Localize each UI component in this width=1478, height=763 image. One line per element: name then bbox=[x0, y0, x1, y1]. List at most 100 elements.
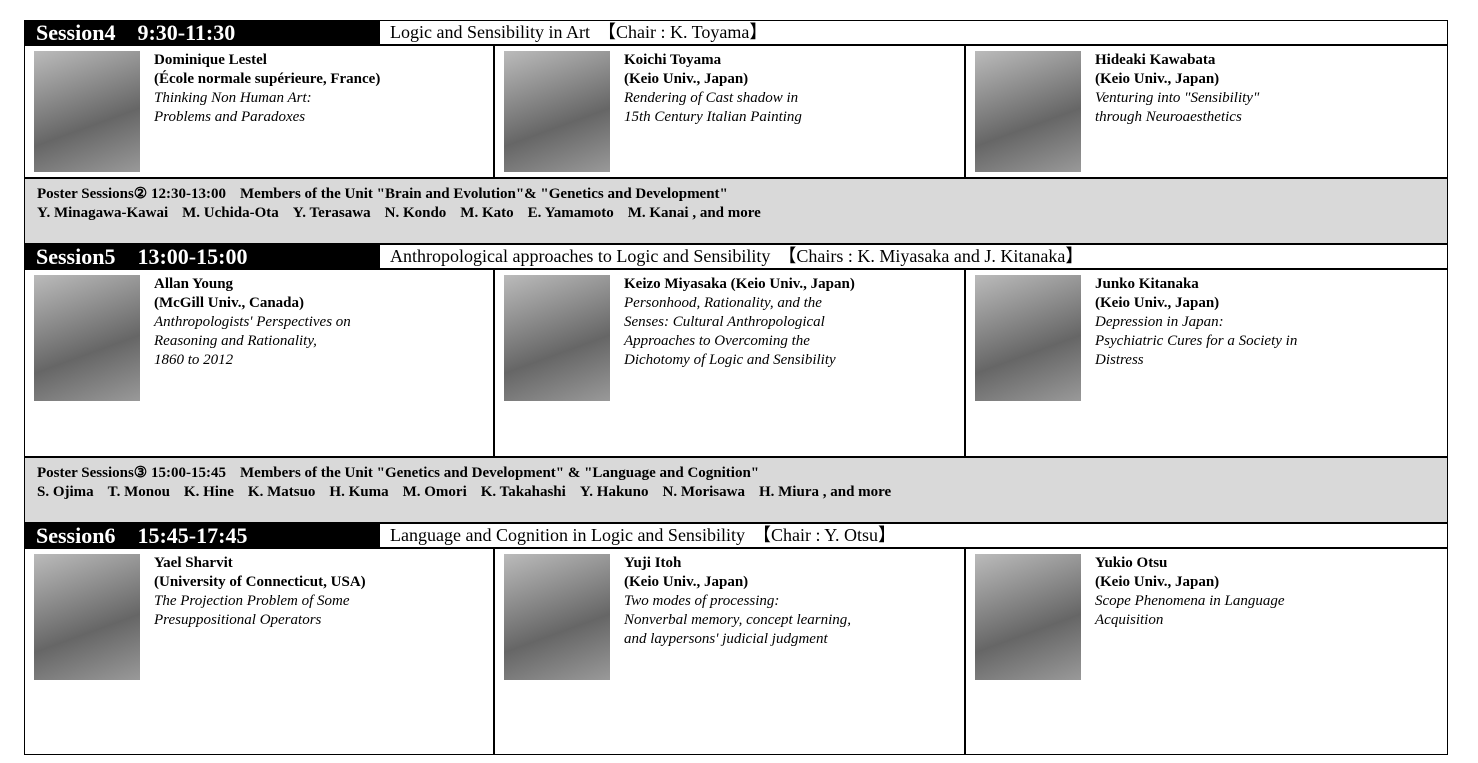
speaker-name: Yukio Otsu bbox=[1095, 555, 1168, 571]
talk-title: 1860 to 2012 bbox=[154, 352, 234, 368]
speaker-cell bbox=[494, 269, 965, 457]
speaker-cell bbox=[494, 45, 965, 178]
talk-title: through Neuroaesthetics bbox=[1095, 109, 1242, 125]
speaker-name: (University of Connecticut, USA) bbox=[154, 574, 366, 590]
talk-title: Two modes of processing: bbox=[624, 593, 780, 609]
poster-session: Poster Sessions② 12:30-13:00 Members of t… bbox=[24, 178, 1448, 244]
talk-title: Personhood, Rationality, and the bbox=[624, 295, 822, 311]
poster-line: Poster Sessions② 12:30-13:00 Members of t… bbox=[37, 185, 1447, 204]
session-chair: 【Chair : K. Toyama】 bbox=[598, 22, 768, 42]
speaker-photo bbox=[504, 275, 610, 401]
speaker-photo bbox=[504, 554, 610, 680]
session-header-border bbox=[24, 20, 1448, 45]
talk-title: Reasoning and Rationality, bbox=[154, 333, 317, 349]
speaker-name: Koichi Toyama bbox=[624, 52, 722, 68]
speaker-name: Hideaki Kawabata bbox=[1095, 52, 1216, 68]
talk-title: Anthropologists' Perspectives on bbox=[154, 314, 351, 330]
speaker-name: Junko Kitanaka bbox=[1095, 276, 1199, 292]
speaker-name: Yuji Itoh bbox=[624, 555, 682, 571]
session-title: Language and Cognition in Logic and Sens… bbox=[390, 523, 896, 548]
session-time: 15:45-17:45 bbox=[137, 523, 248, 548]
speaker-text: Yuji Itoh (Keio Univ., Japan) Two modes of… bbox=[624, 554, 851, 649]
speaker-cell bbox=[965, 45, 1448, 178]
speaker-cell bbox=[24, 45, 494, 178]
session-label: Session6 bbox=[36, 523, 116, 548]
session-header-border bbox=[24, 244, 1448, 269]
speaker-photo bbox=[34, 554, 140, 680]
poster-name: Y. Terasawa bbox=[292, 205, 371, 221]
session-chair: 【Chair : Y. Otsu】 bbox=[752, 525, 896, 545]
talk-title: Acquisition bbox=[1095, 612, 1164, 628]
talk-title: Distress bbox=[1095, 352, 1144, 368]
poster-name: S. Ojima bbox=[37, 484, 94, 500]
speaker-text: Keizo Miyasaka (Keio Univ., Japan) Person… bbox=[624, 275, 855, 370]
session-title: Logic and Sensibility in Art 【Chair : K. … bbox=[390, 20, 767, 45]
speaker-text: Hideaki Kawabata (Keio Univ., Japan) Ventu… bbox=[1095, 51, 1259, 127]
session-header: Session6 15:45-17:45 bbox=[24, 523, 380, 548]
session-time: 13:00-15:00 bbox=[137, 244, 248, 269]
session-title-text: Anthropological approaches to Logic and … bbox=[390, 246, 771, 266]
speaker-name: Yael Sharvit bbox=[154, 555, 233, 571]
poster-session: Poster Sessions③ 15:00-15:45 Members of t… bbox=[24, 457, 1448, 523]
session-title-text: Logic and Sensibility in Art bbox=[390, 22, 590, 42]
talk-title: Dichotomy of Logic and Sensibility bbox=[624, 352, 836, 368]
poster-name: Y. Hakuno bbox=[579, 484, 649, 500]
talk-title: Rendering of Cast shadow in bbox=[624, 90, 799, 106]
speaker-photo bbox=[34, 51, 140, 172]
poster-name: K. Matsuo bbox=[247, 484, 316, 500]
speaker-cell bbox=[965, 548, 1448, 755]
speaker-text: Allan Young (McGill Univ., Canada) Anthrop… bbox=[154, 275, 351, 370]
poster-name: N. Morisawa bbox=[662, 484, 745, 500]
speaker-name: Keizo Miyasaka (Keio Univ., Japan) bbox=[624, 276, 855, 292]
poster-name: K. Takahashi bbox=[480, 484, 566, 500]
talk-title: Presuppositional Operators bbox=[154, 612, 322, 628]
poster-name: M. Kanai , and more bbox=[627, 205, 761, 221]
speaker-text: Koichi Toyama (Keio Univ., Japan) Renderin… bbox=[624, 51, 802, 127]
speaker-text: Junko Kitanaka (Keio Univ., Japan) Depress… bbox=[1095, 275, 1297, 370]
talk-title: Scope Phenomena in Language bbox=[1095, 593, 1285, 609]
talk-title: Depression in Japan: bbox=[1095, 314, 1224, 330]
speaker-photo bbox=[504, 51, 610, 172]
speaker-name: (Keio Univ., Japan) bbox=[1095, 295, 1220, 311]
poster-name: H. Kuma bbox=[329, 484, 389, 500]
speaker-cell bbox=[494, 548, 965, 755]
talk-title: Venturing into "Sensibility" bbox=[1095, 90, 1260, 106]
talk-title: and laypersons' judicial judgment bbox=[624, 631, 828, 647]
poster-line: Poster Sessions③ 15:00-15:45 Members of t… bbox=[37, 464, 1447, 483]
speaker-name: (McGill Univ., Canada) bbox=[154, 295, 305, 311]
speaker-name: (École normale supérieure, France) bbox=[154, 71, 381, 87]
poster-title: Poster Sessions② 12:30-13:00 bbox=[37, 186, 226, 202]
session-header: Session4 9:30-11:30 bbox=[24, 20, 380, 45]
session-chair: 【Chairs : K. Miyasaka and J. Kitanaka】 bbox=[778, 246, 1084, 266]
speaker-photo bbox=[975, 554, 1081, 680]
session-title: Anthropological approaches to Logic and … bbox=[390, 244, 1083, 269]
talk-title: Thinking Non Human Art: bbox=[154, 90, 312, 106]
talk-title: Senses: Cultural Anthropological bbox=[624, 314, 825, 330]
session-title-text: Language and Cognition in Logic and Sens… bbox=[390, 525, 745, 545]
session-label: Session4 bbox=[36, 20, 116, 45]
speaker-text: Yael Sharvit (University of Connecticut, … bbox=[154, 554, 366, 630]
poster-names: Y. Minagawa-Kawai M. Uchida-Ota Y. Terasaw… bbox=[37, 204, 1447, 223]
speaker-name: (Keio Univ., Japan) bbox=[1095, 71, 1220, 87]
session-header-border bbox=[24, 523, 1448, 548]
talk-title: Nonverbal memory, concept learning, bbox=[624, 612, 852, 628]
poster-members: Members of the Unit "Genetics and Develo… bbox=[240, 465, 760, 481]
speaker-name: Dominique Lestel bbox=[154, 52, 267, 68]
speaker-cell bbox=[24, 548, 494, 755]
poster-name: M. Kato bbox=[460, 205, 514, 221]
speaker-text: Yukio Otsu (Keio Univ., Japan) Scope Pheno… bbox=[1095, 554, 1285, 630]
speaker-photo bbox=[34, 275, 140, 401]
poster-name: T. Monou bbox=[107, 484, 170, 500]
session-label: Session5 bbox=[36, 244, 116, 269]
talk-title: Psychiatric Cures for a Society in bbox=[1095, 333, 1298, 349]
speaker-name: (Keio Univ., Japan) bbox=[624, 71, 749, 87]
poster-name: M. Omori bbox=[402, 484, 467, 500]
speaker-cell bbox=[24, 269, 494, 457]
speaker-name: (Keio Univ., Japan) bbox=[624, 574, 749, 590]
speaker-photo bbox=[975, 51, 1081, 172]
speaker-text: Dominique Lestel (École normale supérieur… bbox=[154, 51, 380, 127]
poster-name: E. Yamamoto bbox=[527, 205, 614, 221]
speaker-name: (Keio Univ., Japan) bbox=[1095, 574, 1220, 590]
talk-title: 15th Century Italian Painting bbox=[624, 109, 802, 125]
